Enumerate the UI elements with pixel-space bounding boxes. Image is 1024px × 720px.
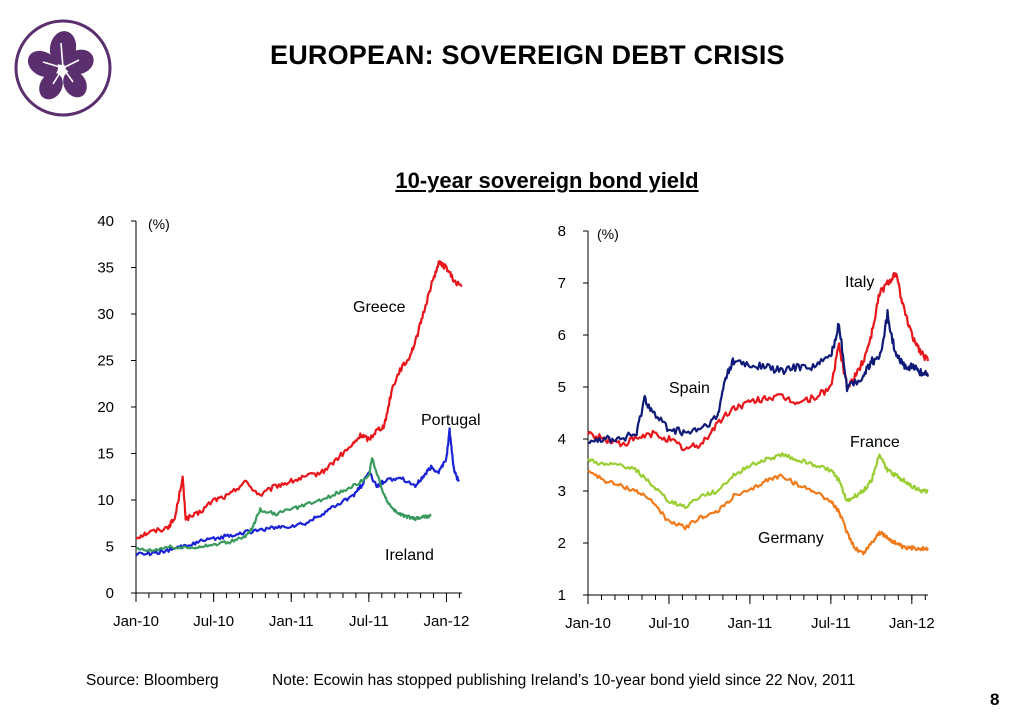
x-tick-label: Jul-11: [811, 615, 851, 632]
x-tick-label: Jan-10: [565, 615, 611, 632]
series-label-portugal: Portugal: [421, 412, 481, 429]
y-tick-label: 30: [97, 306, 114, 323]
x-tick-label: Jan-12: [889, 615, 935, 632]
series-line-ireland: [135, 457, 432, 553]
unit-label: (%): [148, 216, 170, 232]
series-line-france: [587, 452, 929, 509]
y-tick-label: 40: [97, 213, 114, 230]
series-label-italy: Italy: [845, 274, 874, 291]
series-line-germany: [587, 469, 929, 556]
y-tick-label: 4: [558, 431, 566, 448]
series-line-portugal: [135, 427, 460, 557]
page-number: 8: [990, 690, 1000, 709]
y-tick-label: 0: [106, 585, 114, 602]
footnote: Note: Ecowin has stopped publishing Irel…: [272, 672, 856, 689]
y-tick-label: 20: [97, 399, 114, 416]
bauhinia-logo: [14, 19, 112, 117]
x-tick-label: Jan-11: [728, 615, 773, 632]
slide-title: EUROPEAN: SOVEREIGN DEBT CRISIS: [270, 40, 785, 70]
y-tick-label: 10: [97, 492, 114, 509]
y-tick-label: 5: [106, 539, 114, 556]
y-tick-label: 8: [558, 223, 566, 240]
series-line-spain: [587, 309, 930, 445]
series-label-germany: Germany: [758, 530, 824, 547]
series-label-ireland: Ireland: [385, 547, 434, 564]
y-tick-label: 35: [97, 260, 114, 277]
y-tick-label: 25: [97, 353, 114, 370]
y-tick-label: 3: [558, 483, 566, 500]
y-tick-label: 6: [558, 327, 566, 344]
x-tick-label: Jan-11: [269, 613, 314, 630]
chart-heading: 10-year sovereign bond yield: [395, 168, 699, 193]
series-label-france: France: [850, 434, 900, 451]
x-tick-label: Jul-10: [193, 613, 234, 630]
series-label-spain: Spain: [669, 380, 710, 397]
series-line-greece: [135, 260, 463, 540]
y-tick-label: 7: [558, 275, 566, 292]
x-tick-label: Jul-10: [649, 615, 690, 632]
y-tick-label: 5: [558, 379, 566, 396]
y-tick-label: 15: [97, 446, 114, 463]
x-tick-label: Jul-11: [349, 613, 389, 630]
series-label-greece: Greece: [353, 299, 406, 316]
y-tick-label: 2: [558, 535, 566, 552]
unit-label: (%): [597, 226, 619, 242]
x-tick-label: Jan-10: [113, 613, 159, 630]
series-line-italy: [587, 271, 930, 452]
y-tick-label: 1: [558, 587, 566, 604]
source-note: Source: Bloomberg: [86, 672, 219, 689]
x-tick-label: Jan-12: [424, 613, 470, 630]
